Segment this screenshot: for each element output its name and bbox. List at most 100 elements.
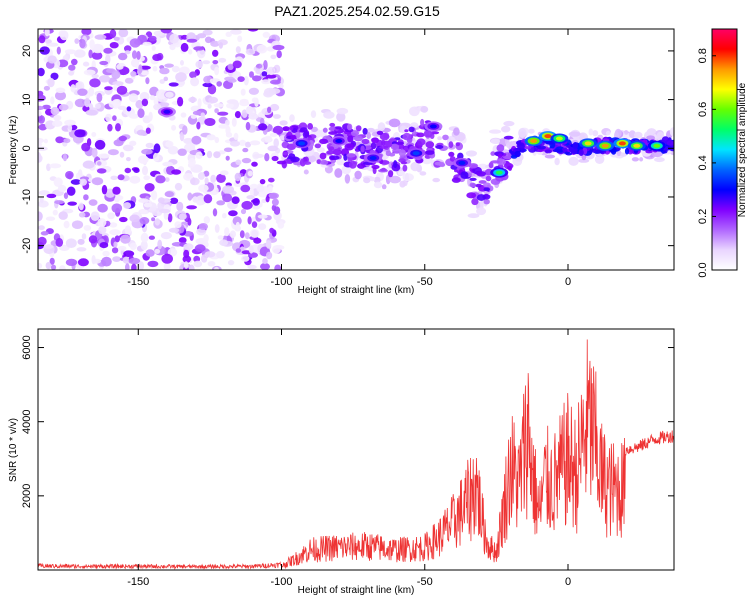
heatmap-cell (277, 221, 285, 229)
heatmap-cell (302, 131, 310, 138)
heatmap-cell (469, 183, 477, 188)
heatmap-cell (188, 49, 193, 55)
heatmap-cell (268, 88, 281, 95)
heatmap-cell (328, 146, 335, 152)
heatmap-cell (183, 173, 194, 181)
heatmap-cell (55, 87, 66, 94)
heatmap-cell (240, 208, 247, 215)
heatmap-cell (385, 150, 392, 157)
heatmap-cell (322, 127, 328, 133)
heatmap-cell (120, 234, 131, 244)
heatmap-cell (616, 149, 622, 157)
heatmap-cell (67, 201, 77, 206)
heatmap-cell (98, 75, 111, 83)
heatmap-cell (232, 216, 242, 226)
heatmap-cell (101, 256, 112, 267)
heatmap-cell (298, 141, 306, 146)
heatmap-cell (65, 258, 78, 266)
heatmap-cell (203, 75, 213, 84)
heatmap-cell (261, 198, 267, 204)
heatmap-cell (261, 79, 271, 85)
heatmap-cell (101, 184, 108, 195)
heatmap-cell (307, 123, 313, 130)
heatmap-cell (216, 250, 225, 259)
heatmap-cell (195, 151, 203, 159)
heatmap-cell (195, 60, 204, 69)
heatmap-cell (380, 168, 387, 172)
heatmap-cell (227, 63, 234, 70)
heatmap-cell (235, 46, 241, 54)
heatmap-cell (416, 138, 426, 146)
heatmap-cell (149, 95, 156, 101)
heatmap-cell (633, 131, 643, 139)
heatmap-cell (63, 220, 70, 229)
heatmap-cell (177, 96, 184, 107)
heatmap-cell (151, 190, 158, 201)
heatmap-cell (255, 63, 263, 69)
heatmap-cell (171, 124, 177, 131)
heatmap-cell (222, 193, 233, 203)
heatmap-cell (437, 136, 442, 141)
heatmap-cell (197, 98, 202, 108)
heatmap-cell (157, 239, 163, 250)
heatmap-cell (66, 186, 76, 196)
heatmap-cell (52, 209, 58, 216)
heatmap-cell (91, 51, 103, 60)
heatmap-cell (107, 123, 113, 132)
heatmap-cell (245, 48, 256, 56)
heatmap-cell (188, 264, 195, 270)
heatmap-cell (231, 196, 240, 204)
heatmap-cell (225, 31, 232, 37)
heatmap-cell (646, 135, 655, 141)
heatmap-cell (189, 177, 200, 186)
colorbar-tick-label: 0.0 (697, 262, 709, 277)
heatmap-cell (270, 54, 277, 60)
heatmap-cell (99, 242, 109, 249)
heatmap-cell (182, 125, 188, 135)
heatmap-cell (496, 144, 505, 152)
heatmap-cell (544, 149, 553, 154)
heatmap-cell (75, 82, 83, 89)
heatmap-cell (135, 99, 144, 109)
heatmap-cell (193, 260, 203, 268)
heatmap-cell (62, 153, 68, 162)
heatmap-cell (164, 177, 170, 183)
heatmap-cell (237, 35, 243, 43)
colorbar-ticks: 0.0 0.2 0.4 0.6 0.8 (697, 48, 716, 278)
heatmap-cell (247, 170, 253, 177)
heatmap-cell (214, 108, 219, 114)
heatmap-cell (289, 114, 295, 122)
heatmap-cell (55, 91, 66, 101)
heatmap-cell (408, 126, 415, 133)
heatmap-cell (38, 35, 46, 44)
heatmap-cell (347, 156, 353, 162)
heatmap-cell (152, 54, 162, 61)
heatmap-cell (67, 124, 73, 133)
heatmap-cell (347, 135, 354, 143)
heatmap-cell (584, 141, 592, 146)
heatmap-cell (109, 229, 121, 236)
heatmap-cell (256, 44, 268, 54)
heatmap-cell (379, 145, 389, 149)
heatmap-cell (568, 131, 581, 137)
heatmap-cell (117, 174, 125, 181)
heatmap-cell (241, 109, 248, 118)
heatmap-cell (38, 94, 46, 102)
heatmap-cell (235, 248, 242, 253)
heatmap-cell (334, 168, 343, 178)
heatmap-cell (400, 161, 408, 165)
heatmap-cell (204, 251, 216, 258)
heatmap-cell (158, 208, 171, 214)
heatmap-cell (274, 264, 282, 270)
heatmap-cell (38, 105, 45, 111)
heatmap-cell (154, 218, 161, 226)
heatmap-cell (112, 115, 117, 121)
heatmap-cell (156, 89, 168, 100)
heatmap-cell (183, 261, 189, 269)
y-tick-label: 4000 (21, 409, 33, 433)
heatmap-cell (113, 241, 118, 248)
heatmap-cell (148, 111, 153, 122)
heatmap-cell (633, 143, 641, 148)
heatmap-cell (50, 264, 57, 270)
heatmap-cell (251, 221, 258, 229)
